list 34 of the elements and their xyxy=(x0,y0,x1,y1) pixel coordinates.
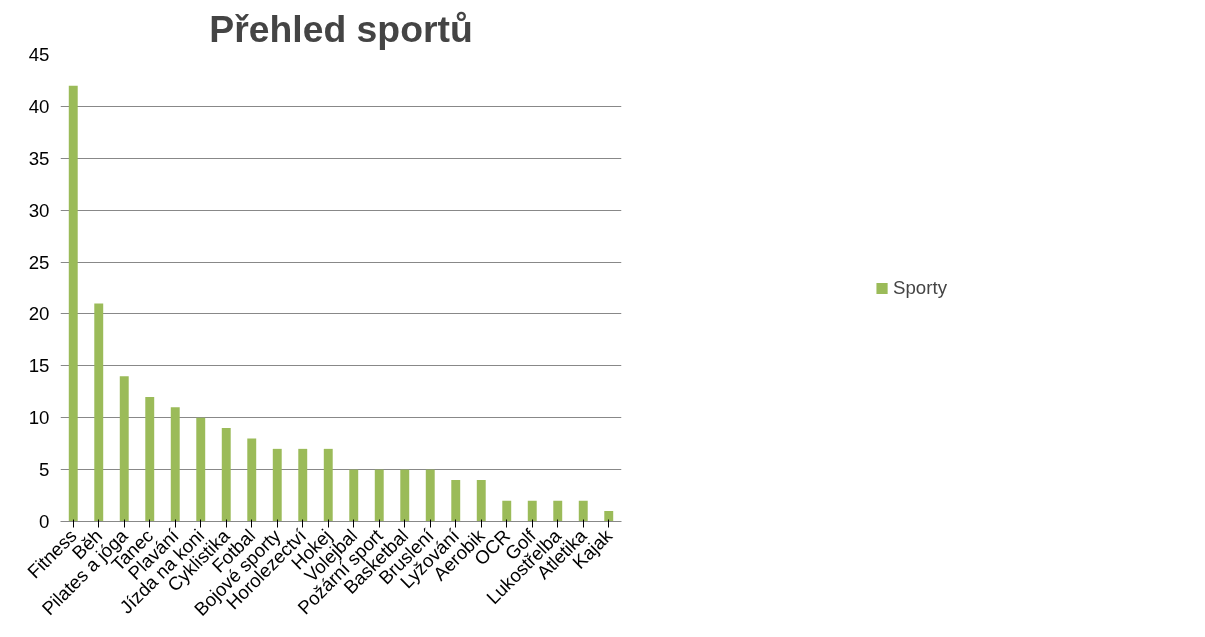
bar xyxy=(553,500,563,522)
bar xyxy=(374,469,384,522)
y-tick-label: 25 xyxy=(28,251,50,273)
bar xyxy=(451,479,461,522)
bar xyxy=(298,448,308,522)
bar xyxy=(323,448,333,522)
y-tick-label: 15 xyxy=(28,355,50,377)
y-tick-label: 40 xyxy=(28,95,50,117)
y-tick-label: 35 xyxy=(28,147,50,169)
bar xyxy=(476,479,486,522)
bar xyxy=(527,500,537,522)
bar xyxy=(502,500,512,522)
y-tick-label: 5 xyxy=(39,459,50,481)
bar xyxy=(578,500,588,522)
bar xyxy=(119,376,129,522)
y-tick-label: 0 xyxy=(39,511,50,532)
y-tick-label: 10 xyxy=(28,407,50,429)
bar xyxy=(94,303,104,522)
bar xyxy=(400,469,410,522)
bar xyxy=(272,448,282,522)
legend-label: Sporty xyxy=(893,276,947,299)
bar xyxy=(170,407,180,522)
bar xyxy=(349,469,359,522)
bar xyxy=(145,396,155,522)
y-tick-label: 20 xyxy=(28,303,50,325)
chart-title: Přehled sportů xyxy=(209,7,473,50)
bar xyxy=(425,469,435,522)
bar xyxy=(196,417,206,522)
bar xyxy=(247,438,257,522)
y-tick-label: 30 xyxy=(28,199,50,221)
bar xyxy=(221,428,231,522)
y-tick-label: 45 xyxy=(28,44,50,65)
bar xyxy=(68,85,78,522)
bar xyxy=(604,511,614,522)
